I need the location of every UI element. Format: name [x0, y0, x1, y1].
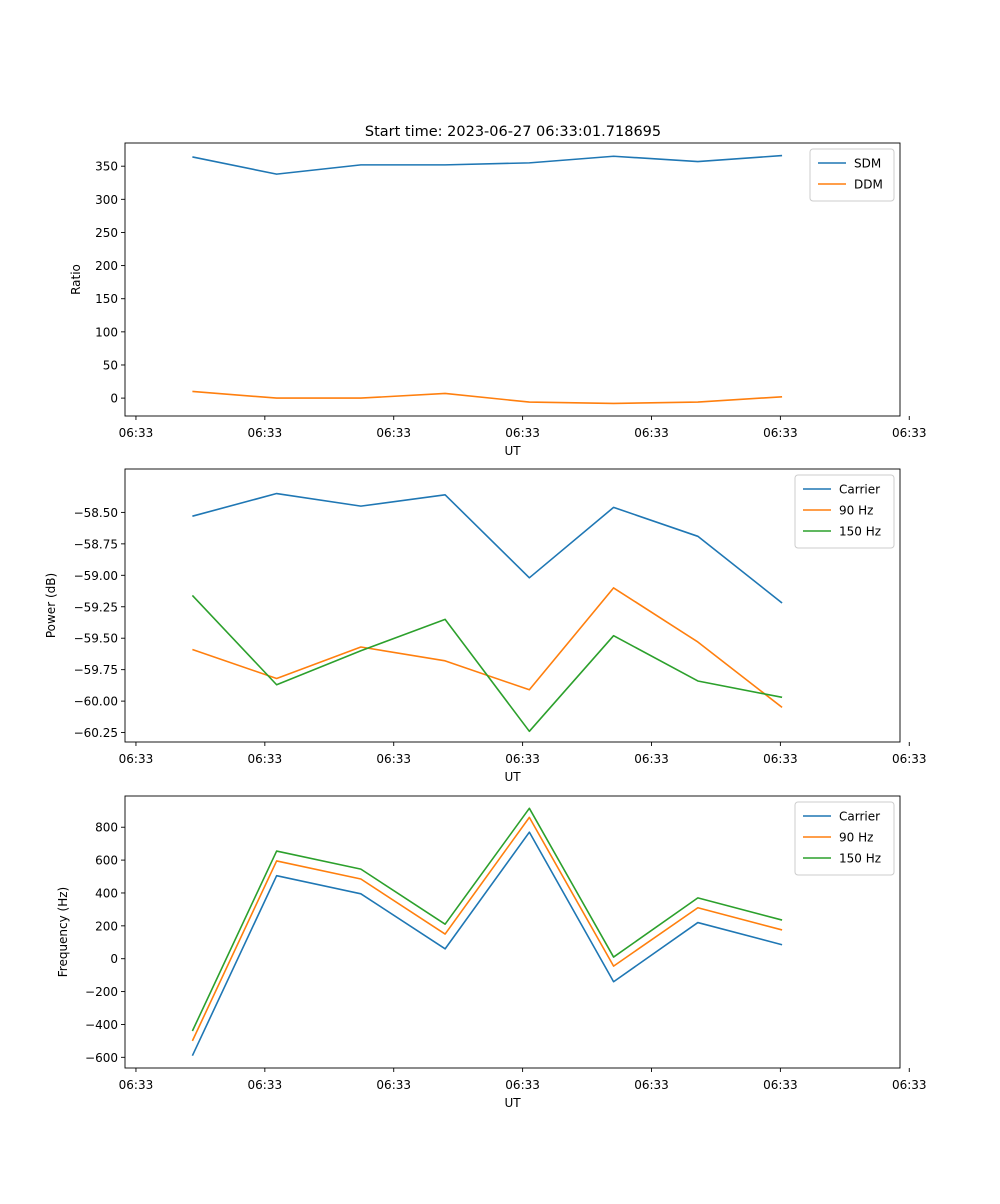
ratio-xtick-label: 06:33: [248, 426, 283, 440]
frequency-ylabel: Frequency (Hz): [56, 887, 70, 978]
power-ytick-label: −59.75: [74, 663, 118, 677]
power-series: [191, 492, 783, 733]
ratio-ytick-label: 150: [95, 292, 118, 306]
frequency-axes-frame: [124, 795, 901, 1069]
ratio-legend-box: [809, 148, 895, 202]
frequency-ytick-label: −200: [85, 985, 118, 999]
frequency-gridlayer: −600 −400 −200 0 200 400 600 800 06:33 06:33 06:33…: [56, 795, 927, 1110]
ratio-gridlayer: 0 50 100 150 200 250 300 350 06:33 06:33 06:33 06:3…: [69, 142, 927, 458]
ratio-legend-label: SDM: [854, 157, 881, 171]
ratio-ytick-label: 250: [95, 226, 118, 240]
power-xtick-label: 06:33: [892, 752, 927, 766]
ratio-xtick-label: 06:33: [505, 426, 540, 440]
figure-title: Start time: 2023-06-27 06:33:01.718695: [365, 124, 661, 140]
power-ytick-label: −59.50: [74, 632, 118, 646]
power-gridlayer: −60.25 −60.00 −59.75 −59.50 −59.25 −59.00 −58.…: [44, 468, 927, 784]
frequency-legend: Carrier 90 Hz 150 Hz: [794, 801, 895, 876]
ratio-series-ddm-line: [192, 390, 783, 405]
ratio-xtick-label: 06:33: [376, 426, 411, 440]
frequency-ytick-label: −400: [85, 1018, 118, 1032]
frequency-ytick-label: 0: [110, 952, 118, 966]
ratio-ytick-label: 50: [103, 358, 118, 372]
ratio-series-sdm-line: [192, 154, 783, 175]
ratio-xtick-label: 06:33: [763, 426, 798, 440]
power-axes-frame: [124, 468, 901, 743]
ratio-ytick-label: 300: [95, 193, 118, 207]
frequency-panel: −600 −400 −200 0 200 400 600 800 06:33 06:33 06:33…: [56, 795, 927, 1110]
frequency-ytick-label: 600: [95, 854, 118, 868]
ratio-ytick-label: 0: [110, 392, 118, 406]
frequency-legend-label: 150 Hz: [839, 852, 881, 866]
power-ytick-label: −58.50: [74, 506, 118, 520]
power-panel: −60.25 −60.00 −59.75 −59.50 −59.25 −59.00 −58.…: [44, 468, 927, 784]
frequency-ytick-label: 200: [95, 919, 118, 933]
ratio-legend: SDM DDM: [809, 148, 895, 202]
ratio-xlabel: UT: [504, 444, 521, 458]
power-xtick-label: 06:33: [248, 752, 283, 766]
ratio-xtick-label: 06:33: [119, 426, 154, 440]
frequency-xtick-label: 06:33: [119, 1078, 154, 1092]
power-ytick-label: −59.25: [74, 600, 118, 614]
ratio-legend-label: DDM: [854, 178, 883, 192]
ratio-ytick-label: 200: [95, 259, 118, 273]
frequency-xtick-label: 06:33: [763, 1078, 798, 1092]
frequency-xtick-label: 06:33: [892, 1078, 927, 1092]
power-xtick-label: 06:33: [119, 752, 154, 766]
ratio-xtick-label: 06:33: [892, 426, 927, 440]
frequency-xtick-label: 06:33: [505, 1078, 540, 1092]
ratio-ytick-label: 350: [95, 160, 118, 174]
power-xtick-label: 06:33: [634, 752, 669, 766]
frequency-ytick-label: −600: [85, 1051, 118, 1065]
frequency-legend-label: 90 Hz: [839, 831, 873, 845]
power-xtick-label: 06:33: [763, 752, 798, 766]
power-legend-label: Carrier: [839, 483, 880, 497]
ratio-xtick-label: 06:33: [634, 426, 669, 440]
power-series-carrier-line: [192, 492, 783, 604]
frequency-series-carrier-line: [191, 831, 783, 1057]
ratio-panel: 0 50 100 150 200 250 300 350 06:33 06:33 06:33 06:3…: [69, 142, 927, 458]
frequency-xtick-label: 06:33: [376, 1078, 411, 1092]
power-legend-label: 150 Hz: [839, 525, 881, 539]
frequency-series-150-hz-line: [191, 807, 783, 1032]
frequency-xtick-label: 06:33: [248, 1078, 283, 1092]
power-series-150-hz-line: [191, 594, 783, 733]
ratio-ylabel: Ratio: [69, 264, 83, 295]
power-ytick-label: −60.25: [74, 726, 118, 740]
ratio-series: [192, 154, 783, 405]
frequency-ytick-label: 800: [95, 821, 118, 835]
ratio-axes-frame: [124, 142, 901, 417]
power-ylabel: Power (dB): [44, 573, 58, 638]
ratio-ytick-label: 100: [95, 325, 118, 339]
frequency-legend-box: [794, 801, 895, 876]
power-legend: Carrier 90 Hz 150 Hz: [794, 474, 895, 549]
frequency-ytick-label: 400: [95, 886, 118, 900]
power-legend-box: [794, 474, 895, 549]
frequency-series: [191, 807, 783, 1057]
frequency-series-90-hz-line: [191, 816, 783, 1042]
power-ytick-label: −60.00: [74, 695, 118, 709]
power-xtick-label: 06:33: [376, 752, 411, 766]
power-xtick-label: 06:33: [505, 752, 540, 766]
power-ytick-label: −58.75: [74, 537, 118, 551]
power-legend-label: 90 Hz: [839, 504, 873, 518]
power-ytick-label: −59.00: [74, 569, 118, 583]
frequency-xlabel: UT: [504, 1096, 521, 1110]
frequency-xtick-label: 06:33: [634, 1078, 669, 1092]
frequency-legend-label: Carrier: [839, 810, 880, 824]
power-xlabel: UT: [504, 770, 521, 784]
